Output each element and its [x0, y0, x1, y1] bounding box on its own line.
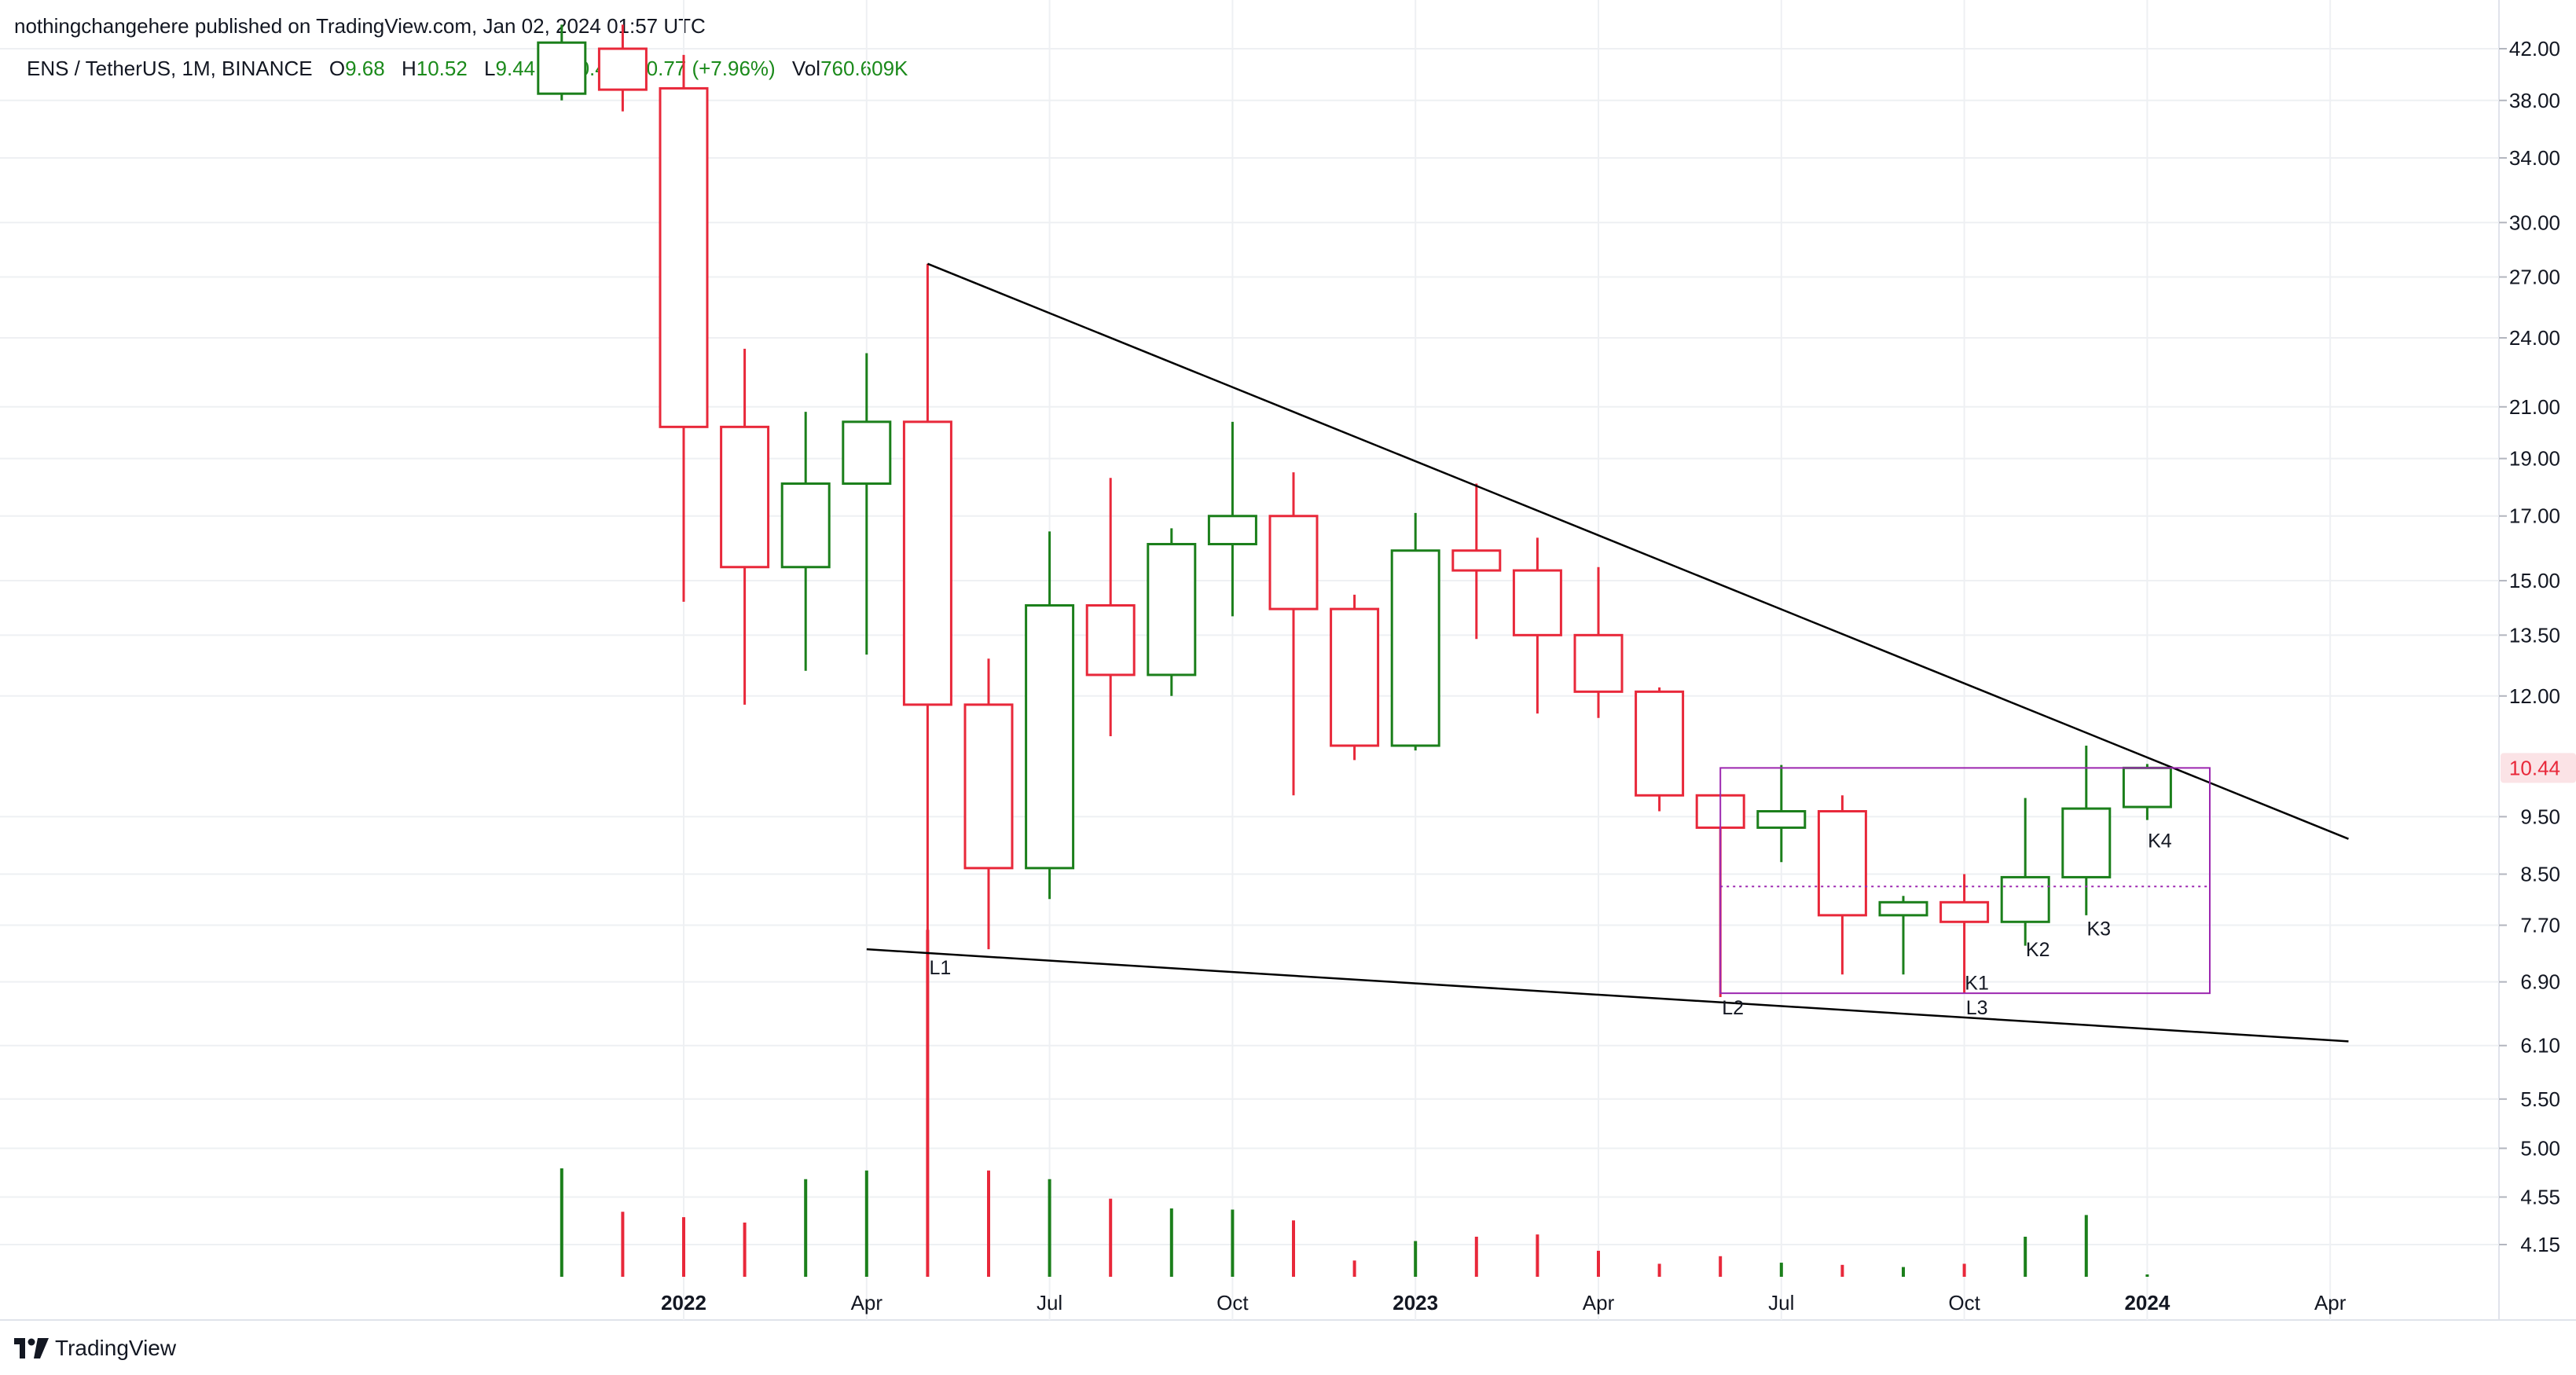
time-tick-label: Oct: [1948, 1291, 1980, 1314]
annotation-k1: K1: [1965, 972, 1989, 994]
legend-high-value: 10.52: [416, 57, 468, 80]
price-tick-label: 38.00: [2509, 89, 2560, 112]
price-tick-label: 6.10: [2520, 1034, 2560, 1058]
price-axis[interactable]: 42.00 38.00 34.00 30.00 27.00 24.00 21.00 19.00…: [2499, 37, 2576, 1256]
candle-body: [2122, 766, 2172, 808]
price-tick-label: 15.00: [2509, 569, 2560, 592]
time-tick-label: 2022: [661, 1291, 706, 1314]
price-tick-label: 30.00: [2509, 211, 2560, 234]
time-axis[interactable]: 2022 Apr Jul Oct 2023 Apr Jul Oct 2024 Apr: [661, 1291, 2347, 1314]
candle-body: [963, 703, 1014, 870]
time-tick-label: Jul: [1037, 1291, 1062, 1314]
legend-open-value: 9.68: [345, 57, 385, 80]
legend-open-label: O: [328, 57, 346, 80]
last-price-tag: [2501, 753, 2576, 783]
price-tick-label: 24.00: [2509, 326, 2560, 350]
candle-body: [1025, 603, 1075, 870]
candle-body: [1573, 633, 1624, 693]
price-tick-label: 9.50: [2520, 805, 2560, 828]
candle-body: [1817, 810, 1867, 917]
footer-brand[interactable]: TradingView: [14, 1336, 176, 1361]
candle-body: [537, 41, 587, 95]
trendline-upper: [927, 262, 2349, 840]
candle-body: [1390, 549, 1440, 747]
price-tick-label: 5.50: [2520, 1087, 2560, 1111]
publisher-line: nothingchangehere published on TradingVi…: [14, 14, 706, 38]
price-tick-label: 42.00: [2509, 37, 2560, 60]
price-tick-label: 4.55: [2520, 1185, 2560, 1208]
time-tick-label: Apr: [2314, 1291, 2347, 1314]
legend-high-label: H: [401, 57, 416, 80]
annotation-k4: K4: [2148, 830, 2172, 852]
candle-body: [1635, 690, 1685, 797]
price-tick-label: 17.00: [2509, 504, 2560, 528]
price-tick-label: 27.00: [2509, 266, 2560, 289]
candle-body: [1207, 515, 1257, 546]
candle-body: [1268, 515, 1319, 610]
candle-body: [1878, 900, 1928, 917]
price-tick-label: 5.00: [2520, 1136, 2560, 1160]
volume-bars: [560, 930, 2149, 1277]
candle-body: [659, 86, 709, 428]
price-tick-label: 7.70: [2520, 914, 2560, 937]
legend-low-label: L: [484, 57, 496, 80]
tradingview-logo-icon: [14, 1338, 49, 1358]
price-tick-label: 12.00: [2509, 684, 2560, 708]
candle-body: [1512, 569, 1562, 636]
price-tick-label: 6.90: [2520, 970, 2560, 994]
time-tick-label: Apr: [851, 1291, 883, 1314]
candles: [537, 24, 2172, 998]
legend-change: +0.77 (+7.96%): [634, 57, 776, 80]
last-price-label: 10.44: [2509, 756, 2560, 779]
annotation-l3: L3: [1966, 997, 1988, 1019]
annotation-k2: K2: [2026, 939, 2050, 961]
candle-body: [2000, 875, 2050, 923]
legend-low-value: 9.44: [495, 57, 536, 80]
candle-body: [902, 420, 952, 706]
candle-body: [2061, 807, 2112, 878]
candle-body: [1330, 607, 1380, 747]
grid: [0, 0, 2576, 1321]
time-tick-label: 2023: [1393, 1291, 1438, 1314]
candle-body: [597, 47, 648, 91]
time-tick-label: 2024: [2124, 1291, 2170, 1314]
candle-body: [1147, 543, 1197, 676]
footer-brand-label: TradingView: [55, 1336, 177, 1360]
candle-body: [1756, 810, 1807, 829]
candle-body: [1451, 549, 1502, 572]
candle-body: [1085, 603, 1136, 676]
price-tick-label: 21.00: [2509, 395, 2560, 419]
price-tick-label: 4.15: [2520, 1233, 2560, 1256]
drawings: L1 L2 K1 L3 K2 K3 K4: [866, 262, 2349, 1043]
legend-volume-label: Vol: [791, 57, 821, 80]
price-tick-label: 8.50: [2520, 863, 2560, 886]
annotation-k3: K3: [2087, 918, 2112, 940]
legend-symbol[interactable]: ENS / TetherUS, 1M, BINANCE: [27, 57, 313, 80]
range-box: [1719, 767, 2211, 995]
trendline-lower: [866, 948, 2349, 1043]
price-tick-label: 13.50: [2509, 623, 2560, 647]
annotation-l1: L1: [929, 957, 951, 979]
price-tick-label: 19.00: [2509, 447, 2560, 471]
candle-body: [842, 420, 892, 486]
price-tick-label: 34.00: [2509, 146, 2560, 170]
annotation-l2: L2: [1722, 997, 1744, 1019]
legend-volume-value: 760.609K: [820, 57, 908, 80]
candle-body: [1939, 900, 1990, 923]
candle-body: [720, 425, 770, 569]
time-tick-label: Oct: [1216, 1291, 1249, 1314]
time-tick-label: Jul: [1768, 1291, 1794, 1314]
candle-body: [780, 482, 831, 569]
time-tick-label: Apr: [1583, 1291, 1615, 1314]
